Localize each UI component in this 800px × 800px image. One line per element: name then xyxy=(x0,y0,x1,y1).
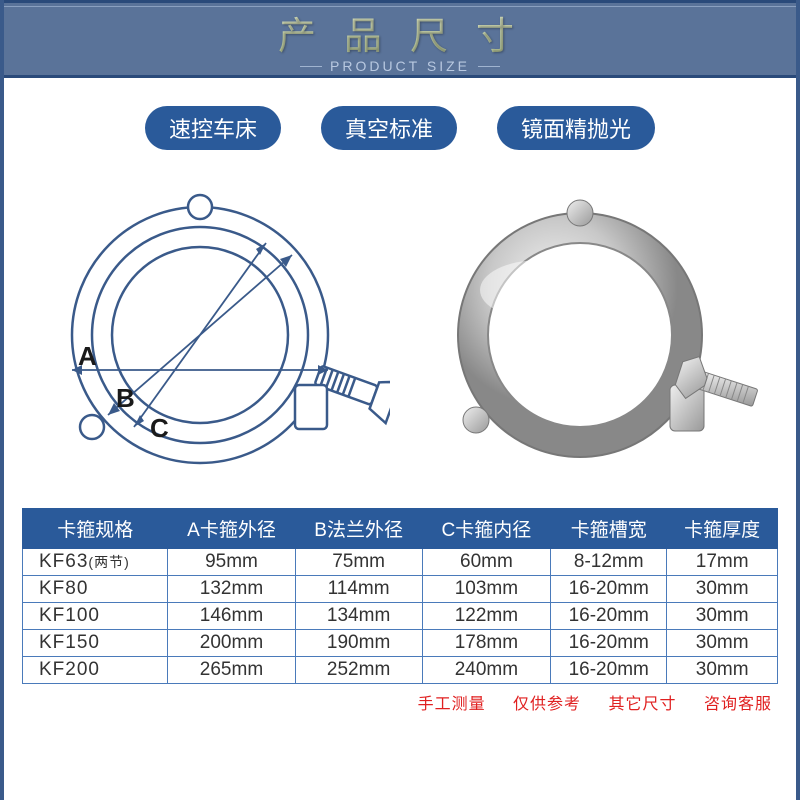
cell-b: 114mm xyxy=(295,576,422,603)
cell-a: 200mm xyxy=(168,630,295,657)
footnote-4: 咨询客服 xyxy=(704,696,772,713)
pill-3: 镜面精抛光 xyxy=(497,106,655,150)
col-c: C卡箍内径 xyxy=(422,509,550,549)
col-slot: 卡箍槽宽 xyxy=(551,509,667,549)
cell-a: 95mm xyxy=(168,549,295,576)
table-row: KF150200mm190mm178mm16-20mm30mm xyxy=(23,630,778,657)
feature-pills: 速控车床 真空标准 镜面精抛光 xyxy=(4,106,796,150)
footnote-3: 其它尺寸 xyxy=(609,696,677,713)
dim-label-a: A xyxy=(78,341,97,371)
pill-2: 真空标准 xyxy=(321,106,457,150)
cell-c: 122mm xyxy=(422,603,550,630)
table-row: KF100146mm134mm122mm16-20mm30mm xyxy=(23,603,778,630)
cell-spec: KF100 xyxy=(23,603,168,630)
cell-slot: 8-12mm xyxy=(551,549,667,576)
cell-b: 134mm xyxy=(295,603,422,630)
table-row: KF200265mm252mm240mm16-20mm30mm xyxy=(23,657,778,684)
cell-c: 103mm xyxy=(422,576,550,603)
cell-thk: 30mm xyxy=(667,603,778,630)
cell-b: 252mm xyxy=(295,657,422,684)
cell-a: 265mm xyxy=(168,657,295,684)
cell-a: 132mm xyxy=(168,576,295,603)
cell-a: 146mm xyxy=(168,603,295,630)
table-row: KF63(两节)95mm75mm60mm8-12mm17mm xyxy=(23,549,778,576)
col-thk: 卡箍厚度 xyxy=(667,509,778,549)
pill-1: 速控车床 xyxy=(145,106,281,150)
diagram-row: A B C xyxy=(4,170,796,500)
table-header-row: 卡箍规格 A卡箍外径 B法兰外径 C卡箍内径 卡箍槽宽 卡箍厚度 xyxy=(23,509,778,549)
cell-slot: 16-20mm xyxy=(551,630,667,657)
clamp-photo xyxy=(410,170,770,500)
size-table: 卡箍规格 A卡箍外径 B法兰外径 C卡箍内径 卡箍槽宽 卡箍厚度 KF63(两节… xyxy=(22,508,778,684)
cell-slot: 16-20mm xyxy=(551,576,667,603)
dim-label-c: C xyxy=(150,413,169,443)
table-row: KF80132mm114mm103mm16-20mm30mm xyxy=(23,576,778,603)
footnote-2: 仅供参考 xyxy=(513,696,581,713)
cell-slot: 16-20mm xyxy=(551,657,667,684)
cell-c: 240mm xyxy=(422,657,550,684)
col-b: B法兰外径 xyxy=(295,509,422,549)
page-title-en: PRODUCT SIZE xyxy=(292,58,508,74)
cell-thk: 30mm xyxy=(667,657,778,684)
col-a: A卡箍外径 xyxy=(168,509,295,549)
page-title-cn: 产品尺寸 xyxy=(278,5,542,60)
cell-spec: KF150 xyxy=(23,630,168,657)
cell-spec: KF63(两节) xyxy=(23,549,168,576)
cell-spec: KF200 xyxy=(23,657,168,684)
footnote-1: 手工测量 xyxy=(418,696,486,713)
cell-b: 75mm xyxy=(295,549,422,576)
dim-label-b: B xyxy=(116,383,135,413)
size-table-wrap: 卡箍规格 A卡箍外径 B法兰外径 C卡箍内径 卡箍槽宽 卡箍厚度 KF63(两节… xyxy=(4,500,796,684)
cell-b: 190mm xyxy=(295,630,422,657)
header-banner: 产品尺寸 PRODUCT SIZE xyxy=(4,0,796,78)
cell-c: 178mm xyxy=(422,630,550,657)
cell-thk: 17mm xyxy=(667,549,778,576)
cell-slot: 16-20mm xyxy=(551,603,667,630)
footnote: 手工测量 仅供参考 其它尺寸 咨询客服 xyxy=(4,684,796,714)
cell-thk: 30mm xyxy=(667,630,778,657)
cell-thk: 30mm xyxy=(667,576,778,603)
clamp-schematic: A B C xyxy=(30,170,390,500)
cell-spec: KF80 xyxy=(23,576,168,603)
col-spec: 卡箍规格 xyxy=(23,509,168,549)
cell-c: 60mm xyxy=(422,549,550,576)
